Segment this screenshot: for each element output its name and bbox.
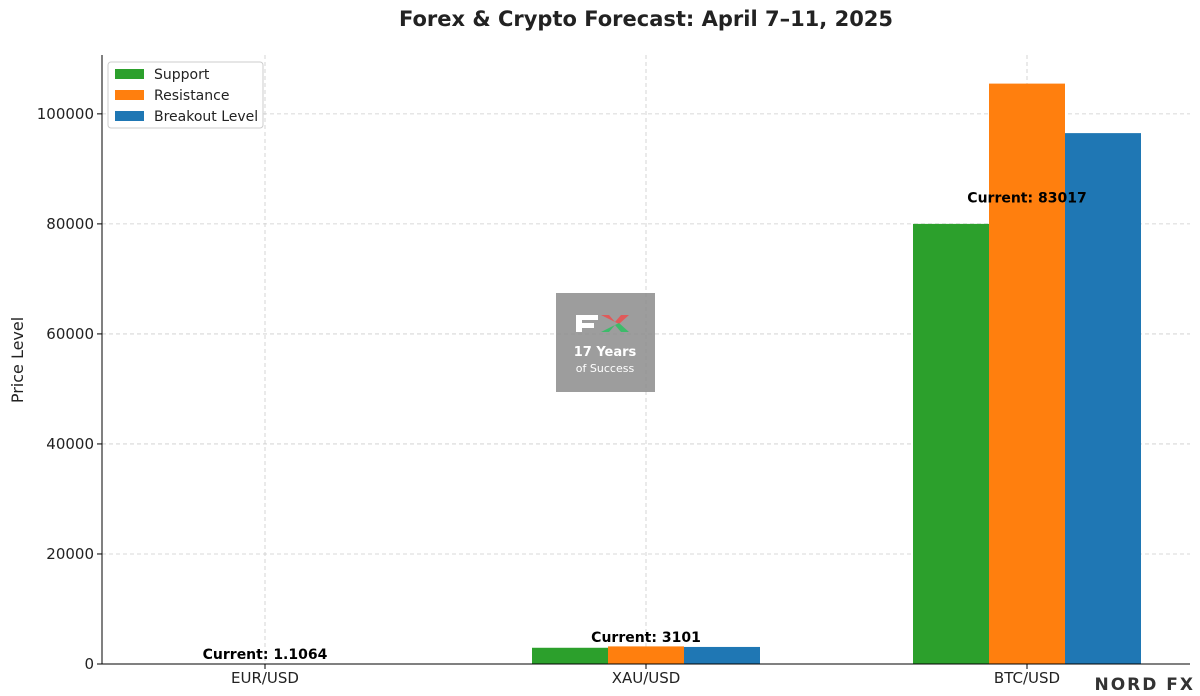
annotation: Current: 1.1064 bbox=[203, 647, 328, 663]
legend-label: Support bbox=[154, 67, 210, 83]
brand: NORD FX bbox=[1094, 675, 1195, 695]
watermark-box bbox=[556, 293, 655, 392]
logo-f bbox=[576, 315, 598, 332]
y-axis-label: Price Level bbox=[8, 317, 27, 403]
annotation: Current: 3101 bbox=[591, 630, 701, 646]
watermark-line1: 17 Years bbox=[574, 345, 637, 360]
watermark-line2: of Success bbox=[576, 362, 635, 375]
plot-area: 0 20000 40000 60000 80000 100000 EUR/USD XAU/US… bbox=[37, 55, 1190, 687]
x-tick-label: BTC/USD bbox=[994, 669, 1060, 687]
legend-swatch bbox=[115, 69, 144, 79]
y-tick-label: 20000 bbox=[46, 545, 94, 563]
y-tick-label: 60000 bbox=[46, 325, 94, 343]
bar bbox=[608, 646, 684, 664]
bar bbox=[684, 646, 760, 664]
legend-label: Breakout Level bbox=[154, 109, 258, 125]
x-tick-label: EUR/USD bbox=[231, 669, 299, 687]
bar bbox=[532, 647, 608, 664]
bar bbox=[913, 223, 989, 664]
logo-x-top bbox=[601, 315, 629, 324]
logo-x-bottom bbox=[601, 323, 629, 332]
bar bbox=[1065, 133, 1141, 664]
legend-swatch bbox=[115, 111, 144, 121]
y-tick-label: 100000 bbox=[37, 105, 94, 123]
watermark: 17 Years of Success bbox=[556, 293, 655, 392]
bar bbox=[989, 83, 1065, 664]
legend-swatch bbox=[115, 90, 144, 100]
annotation: Current: 83017 bbox=[967, 190, 1086, 206]
legend: Support Resistance Breakout Level bbox=[107, 61, 264, 129]
chart-title: Forex & Crypto Forecast: April 7–11, 202… bbox=[399, 7, 893, 31]
y-tick-label: 0 bbox=[84, 655, 94, 673]
legend-box bbox=[107, 61, 264, 129]
legend-label: Resistance bbox=[154, 88, 229, 104]
y-tick-label: 80000 bbox=[46, 215, 94, 233]
y-tick-label: 40000 bbox=[46, 435, 94, 453]
x-tick-label: XAU/USD bbox=[612, 669, 681, 687]
